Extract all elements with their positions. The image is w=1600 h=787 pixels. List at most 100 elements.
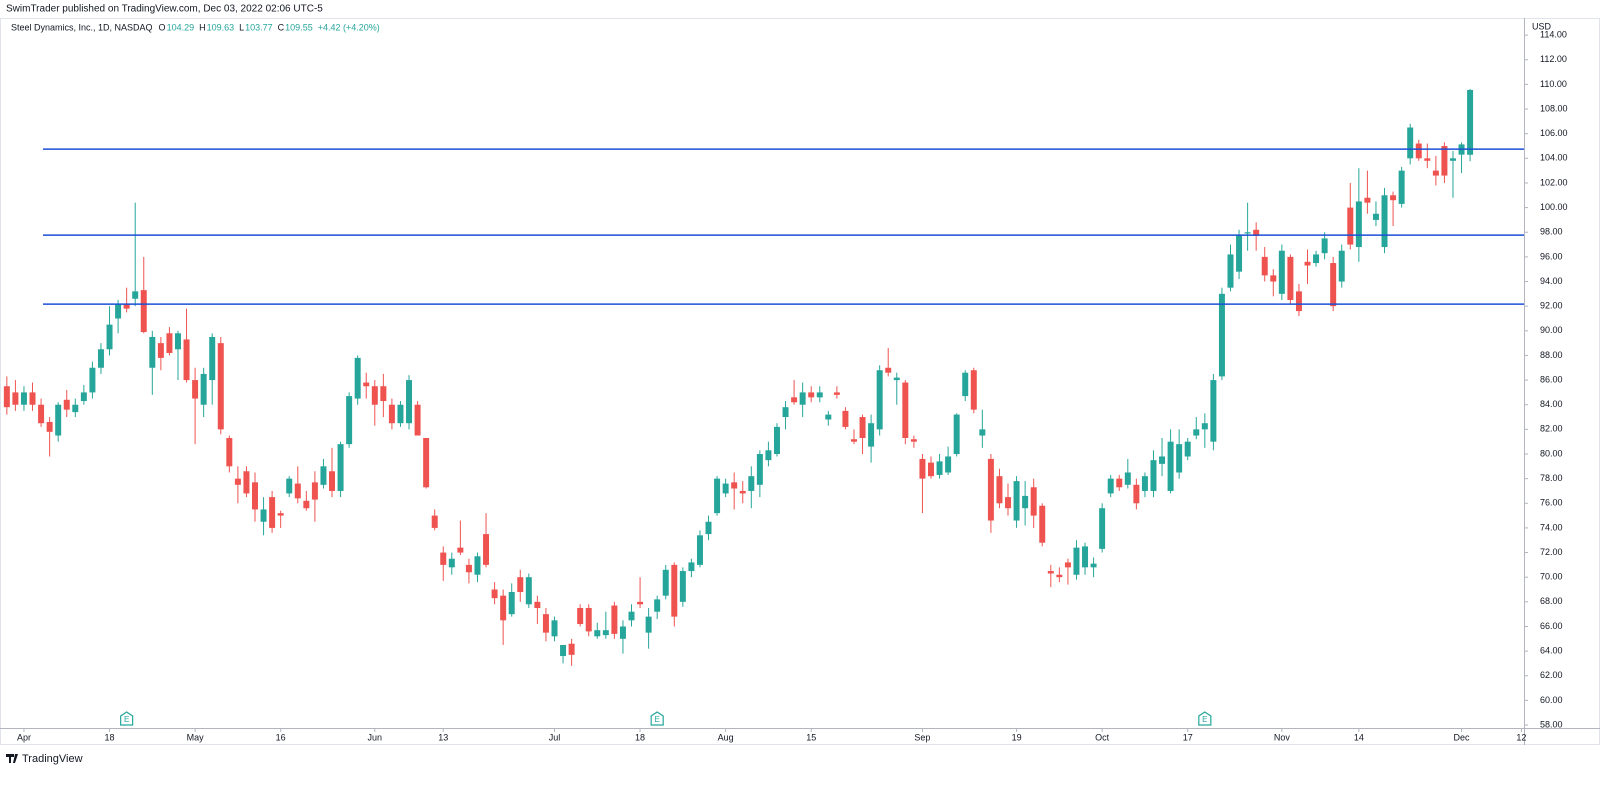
candle-body <box>517 577 524 592</box>
candle-body <box>936 461 943 475</box>
candle-body <box>414 404 421 436</box>
candle-body <box>1364 197 1371 203</box>
candle-body <box>1355 201 1362 248</box>
candle-body <box>560 644 567 657</box>
candle-body <box>534 601 541 609</box>
candle-body <box>628 611 635 621</box>
candle-body <box>217 343 224 430</box>
y-tick-label: 104.00 <box>1540 153 1568 163</box>
candle-body <box>483 534 490 565</box>
y-tick-label: 72.00 <box>1540 547 1563 557</box>
y-tick-label: 92.00 <box>1540 301 1563 311</box>
candle-body <box>1449 158 1456 161</box>
candle-body <box>1261 256 1268 276</box>
candle-body <box>739 490 746 494</box>
candle-body <box>833 392 840 395</box>
candle-body <box>1278 250 1285 294</box>
logo-icon <box>6 754 18 763</box>
candle-body <box>89 367 96 393</box>
candle-body <box>354 357 361 399</box>
candle-body <box>97 349 104 368</box>
x-tick-label: 14 <box>1354 732 1364 742</box>
candle-body <box>1150 460 1157 491</box>
y-tick-label: 96.00 <box>1540 251 1563 261</box>
candle-body <box>234 478 241 485</box>
candle-body <box>1304 261 1311 266</box>
candle-body <box>1347 207 1354 245</box>
candle-body <box>1338 250 1345 282</box>
candle-body <box>1415 143 1422 159</box>
candle-body <box>38 404 45 424</box>
candle-body <box>1201 423 1208 430</box>
x-tick-label: Sep <box>914 732 930 742</box>
candle-body <box>662 569 669 596</box>
candle-body <box>1467 89 1474 155</box>
candle-body <box>397 404 404 424</box>
candle-body <box>868 423 875 447</box>
ohlc-value: 109.55 <box>285 22 313 32</box>
candle-body <box>577 608 584 625</box>
candle-body <box>166 333 173 353</box>
y-tick-label: 114.00 <box>1540 29 1567 39</box>
x-tick-label: Aug <box>718 732 734 742</box>
candle-body <box>850 439 857 442</box>
candle-body <box>440 552 447 565</box>
candle-body <box>893 377 900 381</box>
candle-body <box>1099 508 1106 549</box>
candle-body <box>1167 441 1174 491</box>
candle-body <box>1287 256 1294 301</box>
candle-body <box>1321 238 1328 254</box>
candle-body <box>1295 291 1302 312</box>
ohlc-value: 104.29 <box>167 22 195 32</box>
candle-body <box>63 399 70 410</box>
candle-body <box>1390 195 1397 201</box>
y-tick-label: 100.00 <box>1540 202 1568 212</box>
footer-text: TradingView <box>22 753 83 765</box>
candle-body <box>953 414 960 455</box>
candle-body <box>945 456 952 473</box>
y-tick-label: 76.00 <box>1540 498 1563 508</box>
candle-body <box>115 303 122 319</box>
candle-body <box>406 380 413 424</box>
y-tick-label: 110.00 <box>1540 79 1567 89</box>
candle-body <box>773 426 780 455</box>
candle-body <box>457 547 464 553</box>
y-tick-label: 68.00 <box>1540 596 1563 606</box>
y-tick-label: 70.00 <box>1540 572 1563 582</box>
candle-body <box>928 462 934 477</box>
ohlc-label: H <box>199 22 206 32</box>
earnings-marker <box>1198 711 1212 726</box>
candle-body <box>1005 497 1012 509</box>
x-tick-label: 16 <box>276 732 286 742</box>
earnings-label: E <box>655 715 660 724</box>
ohlc-label: O <box>159 22 166 32</box>
candle-body <box>380 386 387 402</box>
candle-body <box>859 417 866 438</box>
candle-body <box>1184 441 1191 457</box>
candle-body <box>1116 478 1123 488</box>
candle-body <box>551 620 558 637</box>
y-tick-label: 74.00 <box>1540 522 1563 532</box>
x-tick-label: 18 <box>105 732 115 742</box>
candle-body <box>910 439 917 442</box>
candle-body <box>671 564 678 617</box>
candle-body <box>183 339 190 381</box>
candle-body <box>1218 293 1225 377</box>
candle-body <box>149 336 156 368</box>
y-tick-label: 60.00 <box>1540 695 1563 705</box>
x-tick-label: 15 <box>806 732 816 742</box>
candle-body <box>474 556 481 575</box>
footer-logo: TradingView <box>6 753 83 765</box>
candle-body <box>782 407 789 418</box>
candle-body <box>962 372 969 397</box>
candle-body <box>363 382 370 387</box>
candle-body <box>123 303 130 309</box>
candle-body <box>1227 254 1234 288</box>
candle-body <box>243 471 250 494</box>
candle-body <box>12 392 19 405</box>
candle-body <box>542 614 549 633</box>
candle-body <box>1381 195 1388 248</box>
candle-body <box>252 482 258 510</box>
candle-body <box>1244 232 1251 234</box>
candle-body <box>756 454 763 485</box>
